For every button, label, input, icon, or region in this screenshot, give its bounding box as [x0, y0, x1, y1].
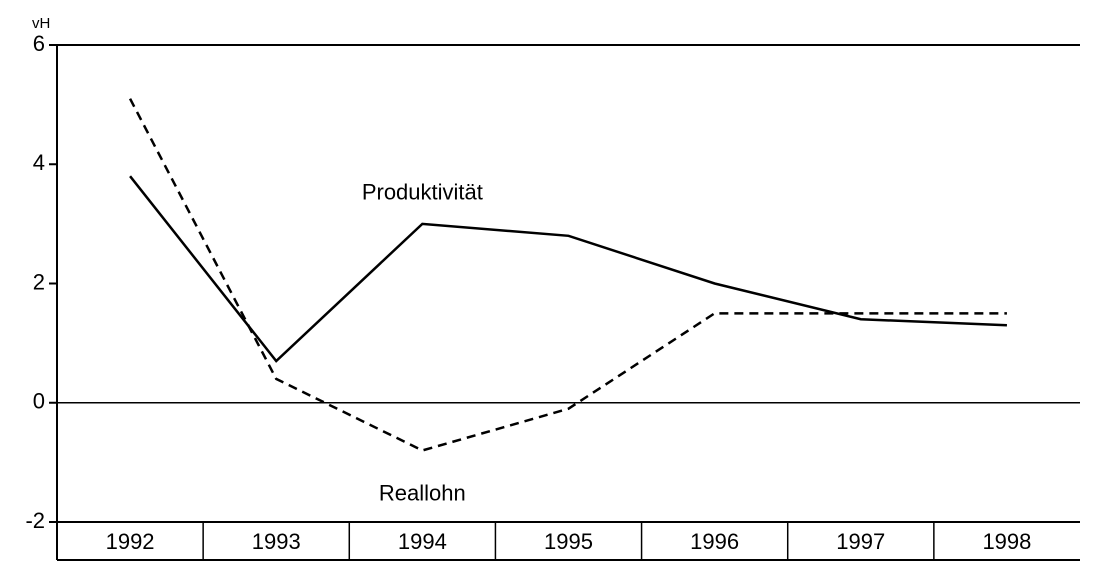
- series-line: [128, 98, 1007, 452]
- y-axis-label: vH: [32, 15, 50, 32]
- y-tick-label: -2: [25, 508, 45, 533]
- y-tick-label: 4: [33, 150, 45, 175]
- series-label: Reallohn: [379, 480, 466, 505]
- y-tick-label: 0: [33, 389, 45, 414]
- x-tick-label: 1996: [690, 529, 739, 554]
- series-label: Produktivität: [362, 180, 483, 205]
- y-tick-label: 2: [33, 269, 45, 294]
- x-tick-label: 1992: [106, 529, 155, 554]
- x-tick-label: 1993: [252, 529, 301, 554]
- x-tick-label: 1997: [836, 529, 885, 554]
- x-tick-label: 1994: [398, 529, 447, 554]
- y-tick-label: 6: [33, 31, 45, 56]
- x-tick-label: 1995: [544, 529, 593, 554]
- series-line: [129, 175, 1007, 363]
- x-tick-label: 1998: [982, 529, 1031, 554]
